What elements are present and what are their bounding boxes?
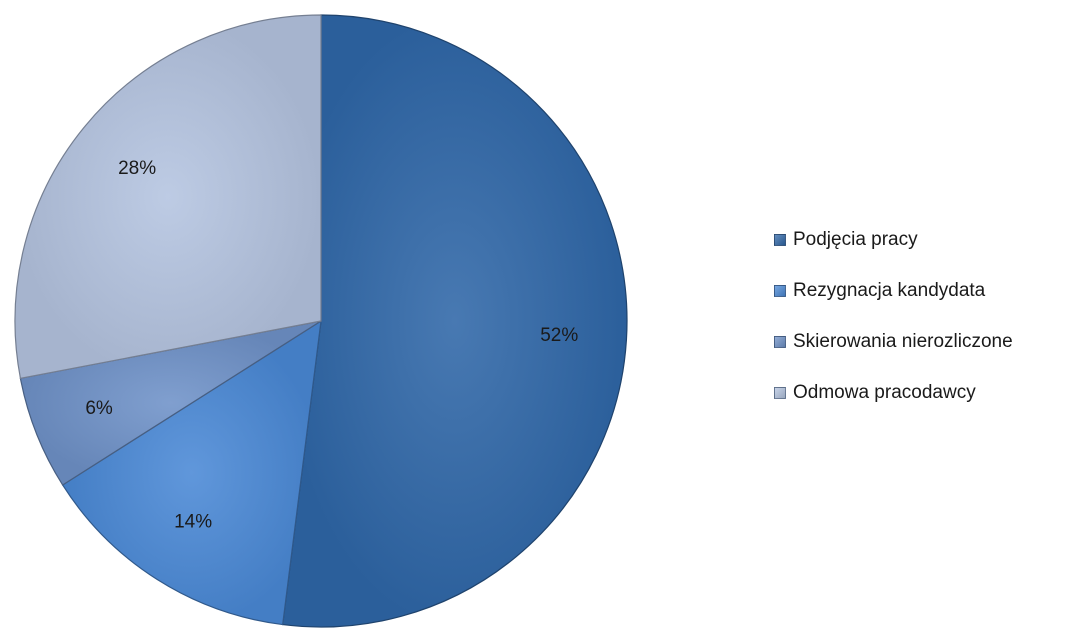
data-label-skierowania-nierozliczone: 6% — [85, 398, 113, 419]
pie-slice-rezygnacja-kandydata — [61, 319, 322, 626]
pie-slices — [14, 14, 628, 628]
legend-swatch-podjecia-pracy — [774, 234, 786, 246]
legend-item-odmowa-pracodawcy: Odmowa pracodawcy — [774, 381, 1013, 405]
legend-swatch-skierowania-nierozliczone — [774, 336, 786, 348]
pie-data-labels: 52% 14% 6% 28% — [85, 158, 578, 533]
legend-swatch-odmowa-pracodawcy — [774, 387, 786, 399]
legend-label-rezygnacja-kandydata: Rezygnacja kandydata — [793, 280, 986, 301]
legend: Podjęcia pracy Rezygnacja kandydata Skie… — [774, 228, 1013, 432]
pie-slice-odmowa-pracodawcy — [14, 14, 322, 380]
legend-item-podjecia-pracy: Podjęcia pracy — [774, 228, 1013, 252]
data-label-podjecia-pracy: 52% — [540, 325, 578, 346]
legend-label-skierowania-nierozliczone: Skierowania nierozliczone — [793, 331, 1013, 352]
pie-slice-podjecia-pracy — [281, 14, 628, 628]
data-label-odmowa-pracodawcy: 28% — [118, 158, 156, 179]
legend-item-skierowania-nierozliczone: Skierowania nierozliczone — [774, 330, 1013, 354]
data-label-rezygnacja-kandydata: 14% — [174, 512, 212, 533]
legend-swatch-rezygnacja-kandydata — [774, 285, 786, 297]
legend-item-rezygnacja-kandydata: Rezygnacja kandydata — [774, 279, 1013, 303]
legend-label-odmowa-pracodawcy: Odmowa pracodawcy — [793, 382, 976, 403]
legend-label-podjecia-pracy: Podjęcia pracy — [793, 229, 918, 250]
